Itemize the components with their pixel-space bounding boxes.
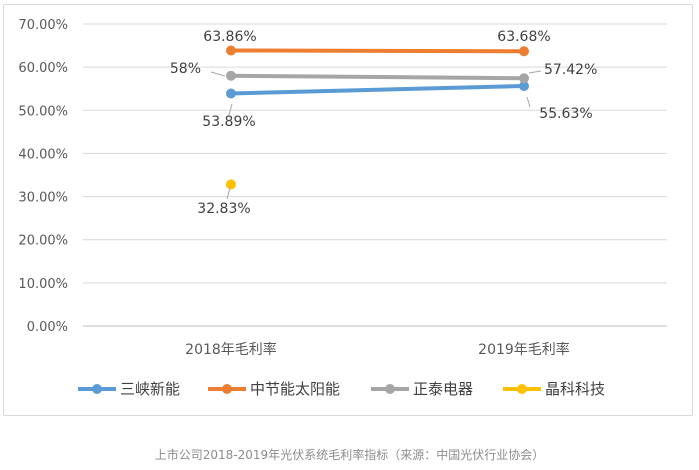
y-tick-label: 50.00% bbox=[18, 104, 68, 119]
leader-line bbox=[226, 187, 231, 200]
data-point bbox=[226, 70, 236, 81]
legend: 三峡新能 中节能太阳能 正泰电器 晶科科技 bbox=[78, 380, 605, 398]
x-tick-label: 2019年毛利率 bbox=[478, 341, 570, 358]
chart-caption: 上市公司2018-2019年光伏系统毛利率指标（来源：中国光伏行业协会） bbox=[154, 448, 545, 462]
x-axis: 2018年毛利率 2019年毛利率 bbox=[185, 341, 570, 358]
y-tick-label: 30.00% bbox=[18, 191, 68, 206]
data-label: 55.63% bbox=[539, 106, 592, 122]
data-label: 32.83% bbox=[197, 201, 250, 217]
data-label: 63.68% bbox=[497, 29, 550, 45]
series-line bbox=[229, 83, 526, 96]
y-tick-label: 60.00% bbox=[18, 61, 68, 76]
data-labels: 53.89% 55.63% 63.86% 63.68% 58% 57.42% 32.83% bbox=[170, 29, 598, 217]
legend-label: 正泰电器 bbox=[413, 380, 473, 398]
y-tick-label: 0.00% bbox=[27, 320, 68, 335]
series-lines bbox=[226, 45, 529, 190]
leader-line bbox=[228, 103, 233, 116]
series-line bbox=[229, 48, 526, 54]
y-tick-label: 20.00% bbox=[18, 234, 68, 249]
y-tick-label: 10.00% bbox=[18, 277, 68, 292]
data-point bbox=[519, 46, 529, 57]
data-label: 63.86% bbox=[203, 29, 256, 45]
y-tick-label: 40.00% bbox=[18, 147, 68, 162]
data-point bbox=[519, 80, 529, 91]
legend-label: 中节能太阳能 bbox=[250, 380, 340, 398]
y-tick-label: 70.00% bbox=[18, 18, 68, 33]
data-label: 57.42% bbox=[544, 62, 597, 78]
y-axis: 0.00% 10.00% 20.00% 30.00% 40.00% 50.00% 60.00… bbox=[18, 18, 68, 335]
chart-card bbox=[3, 4, 693, 416]
data-point bbox=[226, 179, 236, 190]
series-line bbox=[229, 73, 526, 81]
leader-line bbox=[210, 71, 226, 77]
x-tick-label: 2018年毛利率 bbox=[185, 341, 277, 358]
data-label: 53.89% bbox=[202, 114, 255, 130]
leader-line bbox=[528, 70, 542, 74]
data-label: 58% bbox=[170, 61, 201, 77]
legend-marker bbox=[517, 384, 527, 394]
legend-marker bbox=[222, 384, 232, 394]
data-point bbox=[226, 45, 236, 56]
data-point bbox=[519, 73, 529, 84]
legend-label: 三峡新能 bbox=[120, 380, 180, 398]
leader-line bbox=[526, 96, 531, 108]
legend-label: 晶科科技 bbox=[545, 380, 605, 398]
legend-marker bbox=[92, 384, 102, 394]
gridlines bbox=[83, 23, 667, 327]
legend-marker bbox=[385, 384, 395, 394]
data-point bbox=[226, 88, 236, 99]
